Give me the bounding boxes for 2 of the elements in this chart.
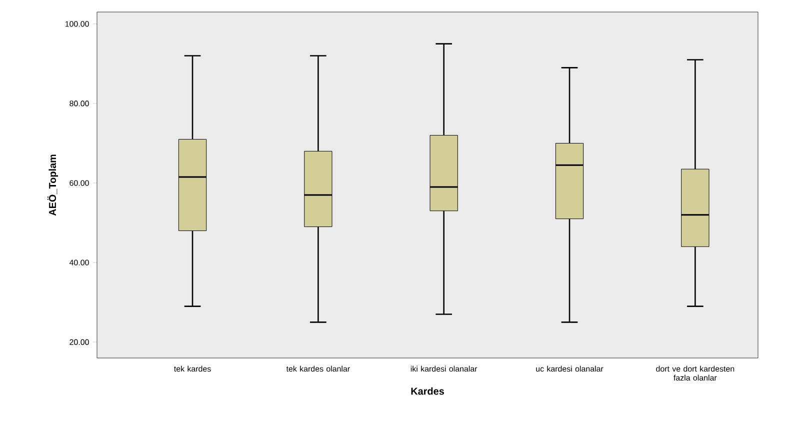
x-axis-title: Kardes xyxy=(411,387,444,395)
y-axis-title: AEÖ_Toplam xyxy=(47,154,58,216)
